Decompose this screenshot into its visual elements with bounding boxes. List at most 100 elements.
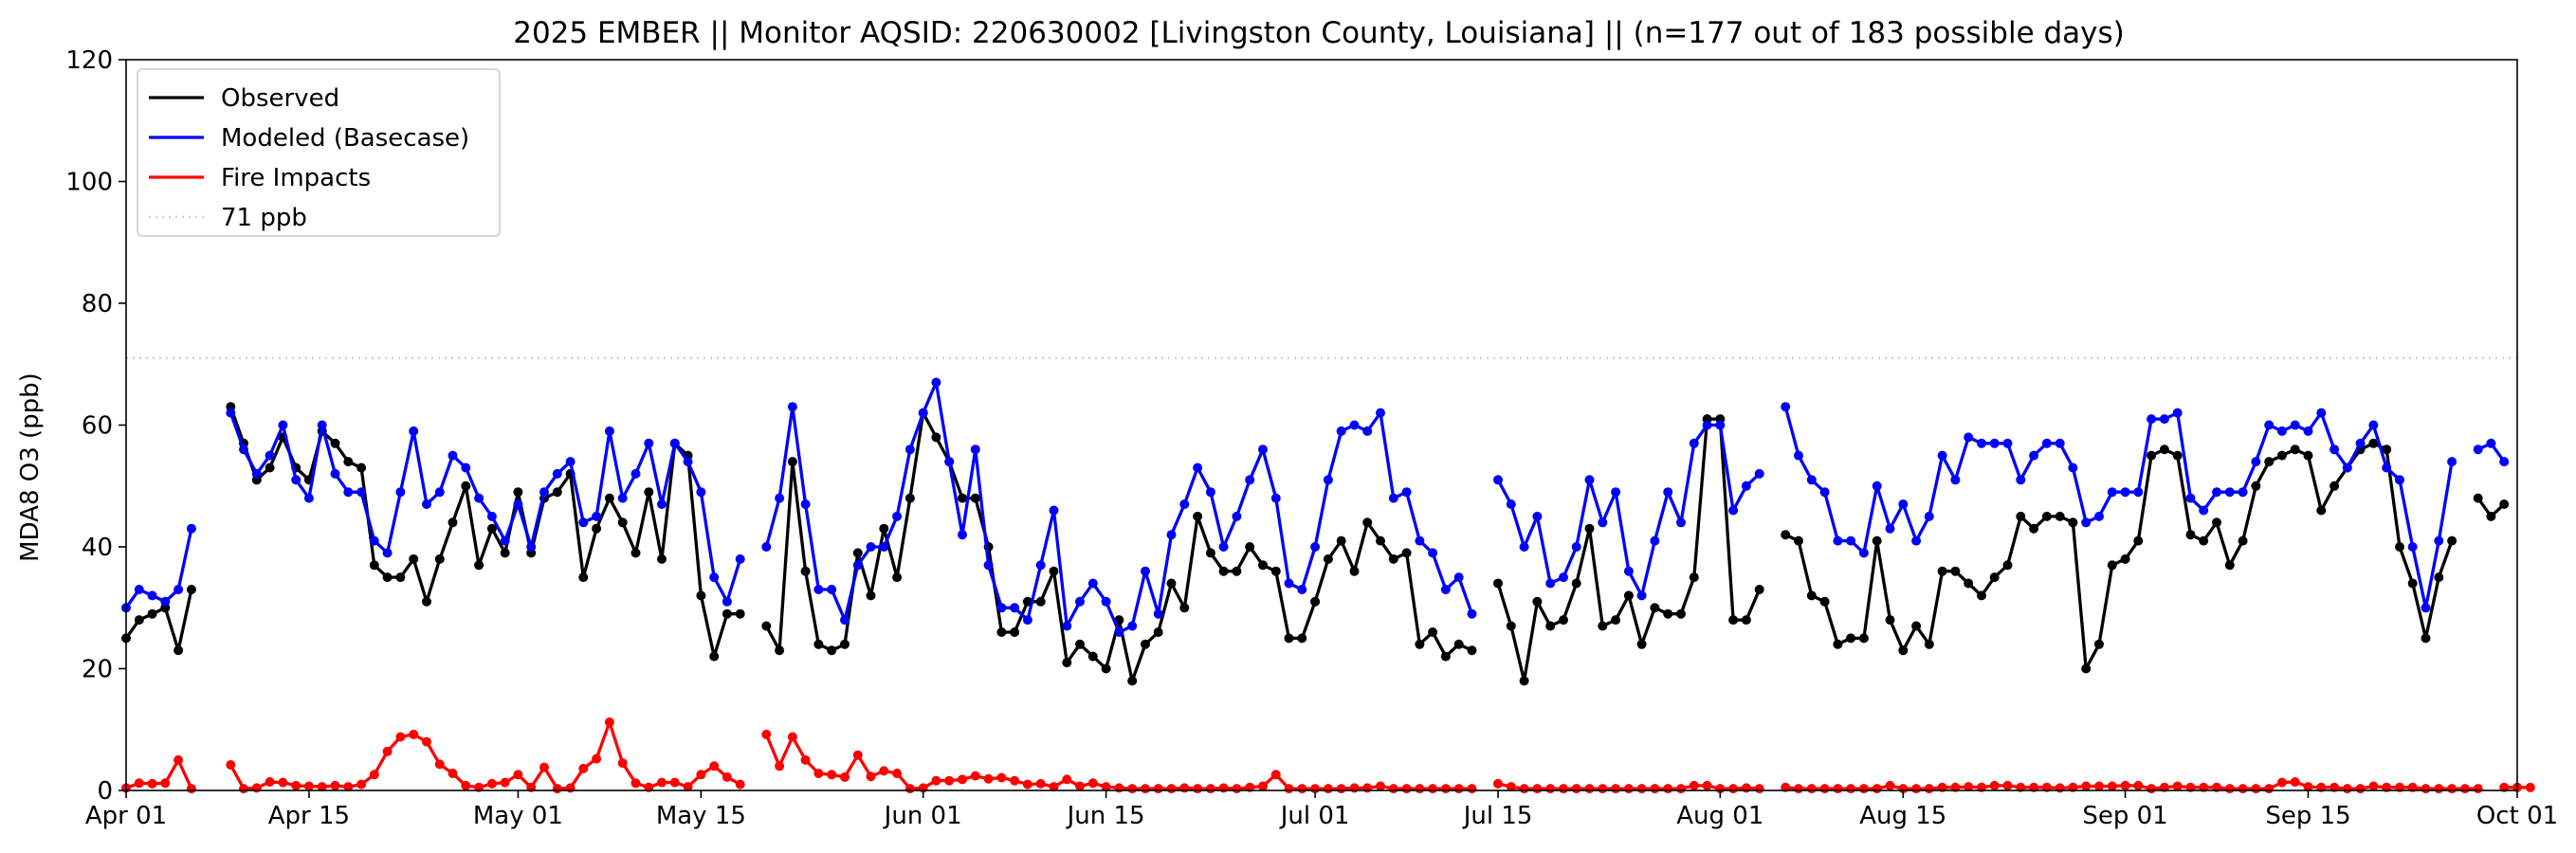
data-point <box>1022 615 1032 626</box>
data-point <box>1401 784 1412 794</box>
data-point <box>1819 487 1830 498</box>
data-point <box>944 775 955 786</box>
data-point <box>827 770 837 780</box>
data-point <box>395 572 406 583</box>
data-point <box>775 645 785 656</box>
y-tick-label: 120 <box>65 46 113 75</box>
data-point <box>395 732 406 742</box>
data-point <box>1741 783 1751 793</box>
data-point <box>1924 784 1934 794</box>
data-point <box>996 627 1007 637</box>
data-point <box>1911 535 1922 546</box>
data-point <box>2147 414 2157 425</box>
data-point <box>265 450 275 461</box>
data-point <box>1728 505 1739 516</box>
data-point <box>1440 784 1451 794</box>
data-point <box>1245 475 1255 485</box>
data-point <box>265 463 275 473</box>
data-point <box>1376 535 1385 546</box>
x-tick-label: Apr 15 <box>268 802 350 830</box>
data-point <box>1636 639 1647 649</box>
data-point <box>1571 542 1581 552</box>
data-point <box>513 499 523 509</box>
data-point <box>1297 585 1307 594</box>
data-point <box>1584 784 1595 794</box>
data-point <box>1819 784 1830 794</box>
data-point <box>2368 438 2379 448</box>
data-point <box>1741 615 1751 626</box>
data-point <box>1989 780 2000 790</box>
data-point <box>1101 782 1111 792</box>
data-point <box>1885 615 1895 626</box>
x-tick-label: May 15 <box>656 802 746 830</box>
data-point <box>2055 511 2065 521</box>
data-point <box>1493 778 1503 789</box>
data-point <box>2251 784 2261 794</box>
data-point <box>1872 481 1882 491</box>
data-point <box>1141 639 1150 649</box>
data-point <box>2041 511 2052 521</box>
data-point <box>1218 542 1229 552</box>
data-point <box>356 487 367 498</box>
data-point <box>931 432 941 443</box>
data-point <box>1440 651 1451 662</box>
data-point <box>1636 784 1647 794</box>
data-point <box>1794 535 1803 546</box>
data-point <box>2368 781 2379 791</box>
data-point <box>722 771 732 782</box>
data-point <box>1872 784 1882 794</box>
data-point <box>970 493 980 503</box>
data-point <box>2016 511 2026 521</box>
series-layer <box>121 377 2535 794</box>
data-point <box>1989 438 2000 448</box>
data-point <box>1075 781 1085 791</box>
data-point <box>2421 633 2431 644</box>
data-point <box>1702 780 1712 790</box>
data-point <box>1663 784 1673 794</box>
data-point <box>1858 633 1869 644</box>
data-point <box>2303 426 2313 436</box>
data-point <box>1153 784 1163 794</box>
data-point <box>2238 784 2248 794</box>
data-point <box>592 523 602 534</box>
data-point <box>2303 450 2313 461</box>
x-tick-label: Jun 01 <box>883 802 962 830</box>
data-point <box>2133 780 2144 790</box>
x-tick-label: Jul 01 <box>1279 802 1350 830</box>
data-point <box>1741 481 1751 491</box>
data-point <box>970 771 980 781</box>
data-point <box>1193 784 1203 794</box>
data-point <box>2172 450 2183 461</box>
data-point <box>1911 784 1922 794</box>
legend-box <box>137 68 501 237</box>
data-point <box>2068 517 2078 528</box>
series-line <box>1784 442 2454 671</box>
data-point <box>761 729 772 739</box>
data-point <box>1885 523 1895 534</box>
data-point <box>996 772 1007 783</box>
data-point <box>2473 445 2483 455</box>
data-point <box>2199 505 2209 516</box>
data-point <box>1205 487 1215 498</box>
data-point <box>904 493 915 503</box>
data-point <box>735 554 745 564</box>
data-point <box>448 769 458 778</box>
data-point <box>448 450 458 461</box>
data-point <box>134 778 144 789</box>
data-point <box>239 445 248 455</box>
data-point <box>330 780 340 790</box>
data-point <box>330 468 340 479</box>
data-point <box>251 468 262 479</box>
data-point <box>422 596 431 607</box>
data-point <box>552 487 562 498</box>
series-fire-impacts <box>121 717 2535 794</box>
data-point <box>2120 554 2130 564</box>
data-point <box>2120 780 2130 790</box>
data-point <box>1702 420 1712 430</box>
data-point <box>474 493 484 503</box>
data-point <box>787 402 797 412</box>
data-point <box>983 560 994 571</box>
data-point <box>1336 426 1346 436</box>
data-point <box>1075 639 1085 649</box>
